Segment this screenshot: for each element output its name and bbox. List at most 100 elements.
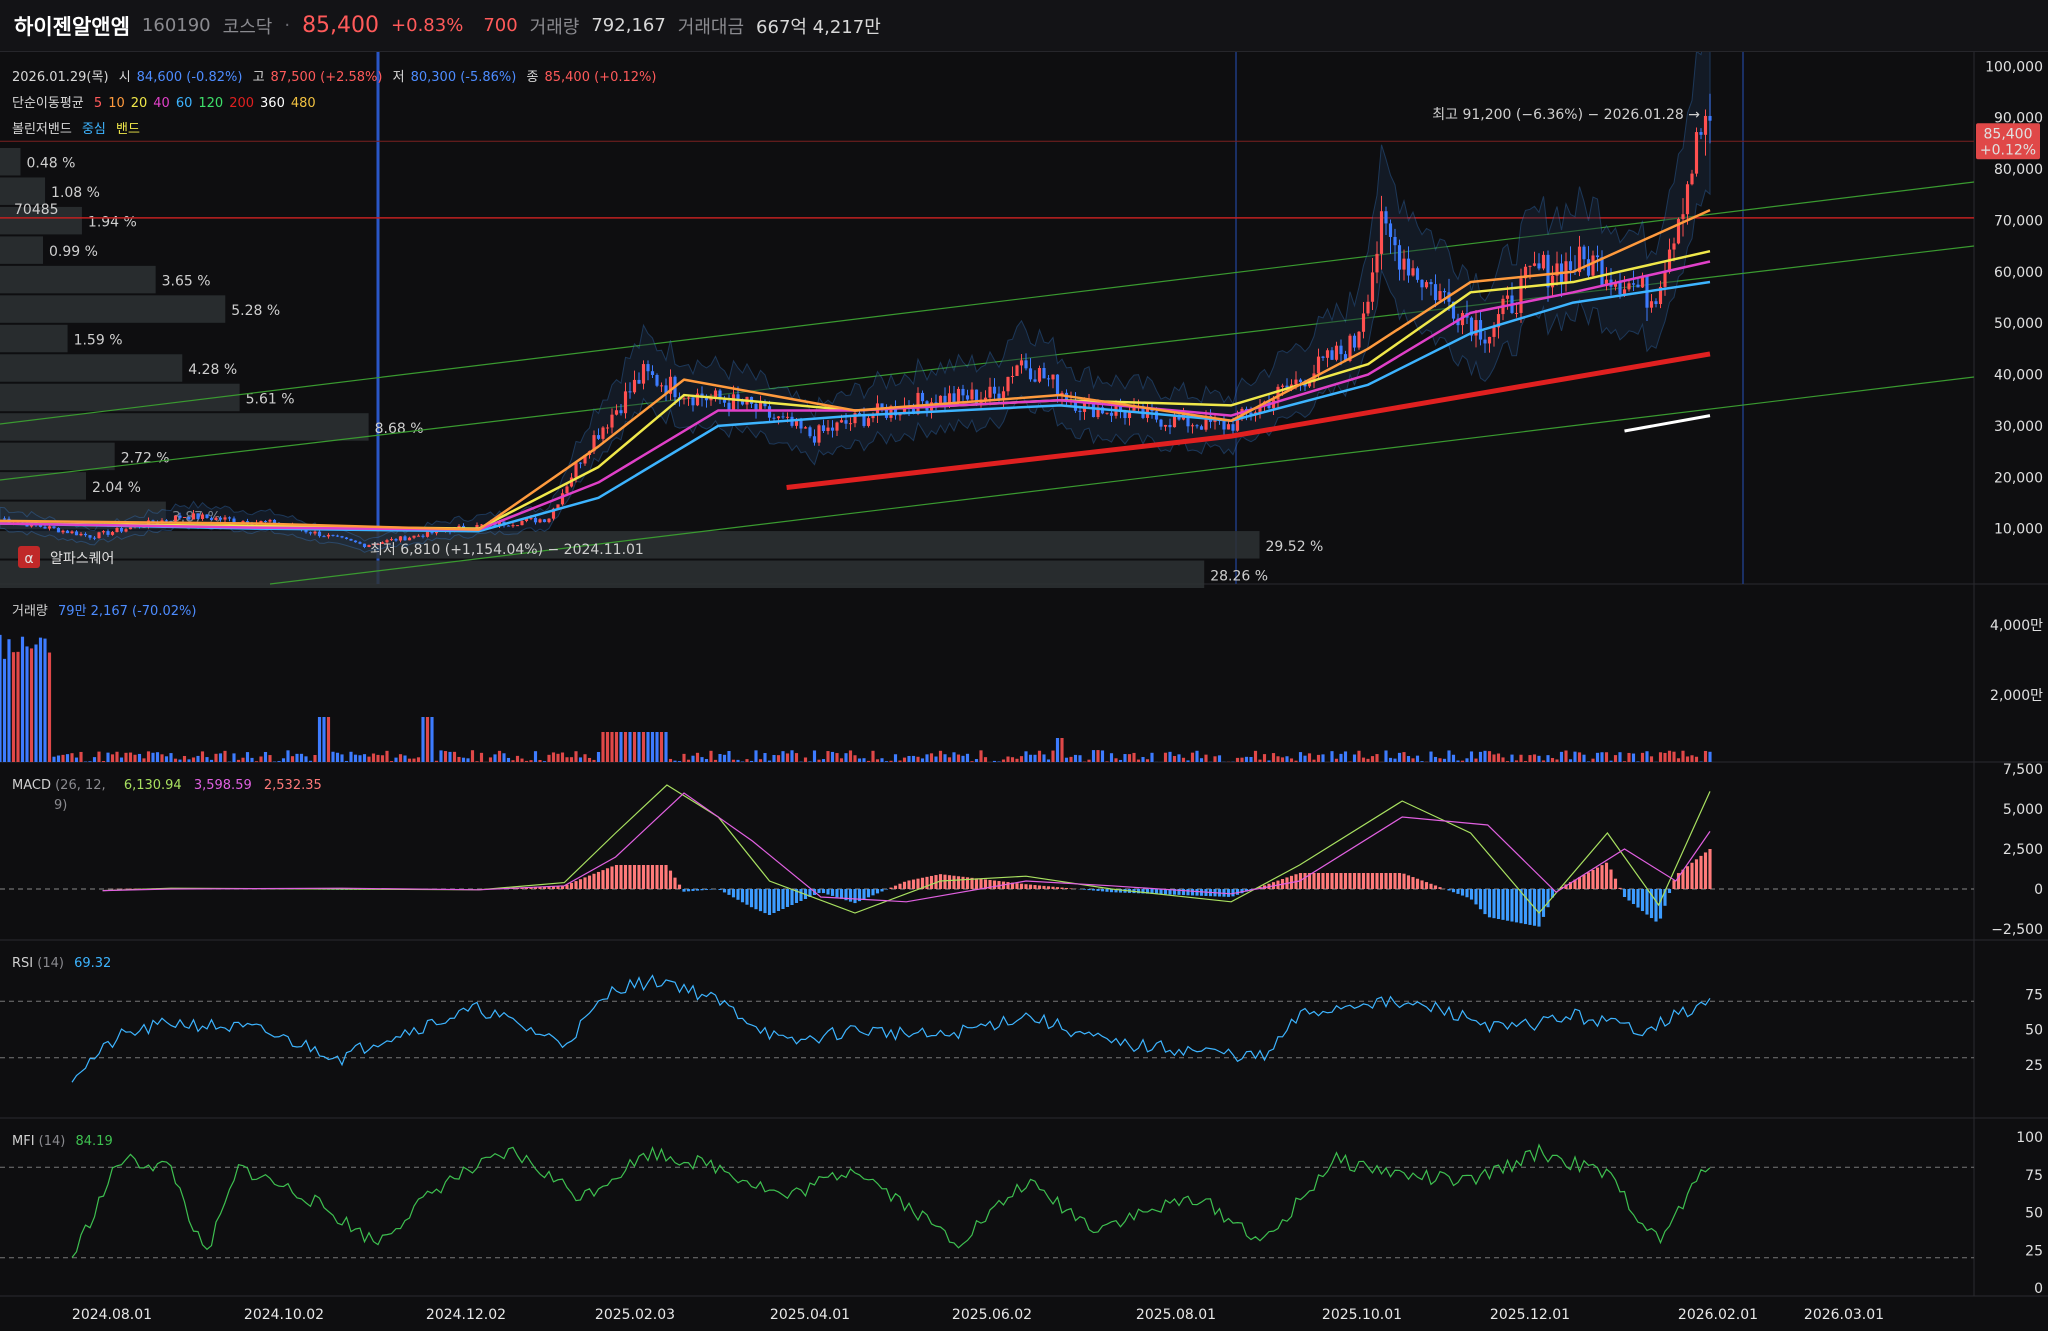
volume-bar <box>533 751 538 762</box>
volume-bar <box>1586 761 1591 762</box>
candle-body <box>902 405 907 414</box>
ma-legend[interactable]: 단순이동평균 5 10 20 40 60 120 200 360 480 <box>12 92 322 111</box>
candle-body <box>1370 272 1375 302</box>
volume-bar <box>146 751 151 762</box>
macd-histogram-bar <box>1150 889 1154 894</box>
mfi-tick-label: 100 <box>2016 1130 2043 1146</box>
volume-bar <box>1681 750 1685 762</box>
volume-bar <box>205 757 209 762</box>
volume-bar <box>875 759 880 762</box>
candle-body <box>596 435 601 439</box>
volume-bar <box>101 760 106 762</box>
volume-bar <box>250 757 254 762</box>
macd-histogram-bar <box>1307 873 1312 889</box>
candle-body <box>574 462 578 478</box>
candle-body <box>1415 268 1420 280</box>
macd-histogram-bar <box>794 889 799 903</box>
volume-bar <box>623 732 628 762</box>
volume-bar <box>1258 759 1262 762</box>
ma-line-60 <box>0 280 1711 533</box>
volume-bar <box>1253 750 1258 762</box>
macd-histogram-bar <box>538 886 542 889</box>
candle-body <box>1033 379 1037 382</box>
candle-body <box>844 420 848 424</box>
volume-bar <box>722 754 727 762</box>
volume-bar <box>1195 750 1199 762</box>
volume-bar <box>1339 753 1343 762</box>
macd-histogram-bar <box>560 885 565 889</box>
macd-histogram-bar <box>574 881 578 889</box>
volume-bar <box>1015 758 1019 762</box>
volume-bar <box>1649 756 1654 762</box>
macd-histogram-bar <box>1321 873 1325 889</box>
macd-histogram-bar <box>1451 889 1456 893</box>
volume-bar <box>974 759 979 762</box>
ma-legend-period[interactable]: 60 <box>175 96 193 111</box>
macd-histogram-bar <box>871 889 875 896</box>
volume-bar <box>218 753 223 762</box>
high-value: 87,500 (+2.58%) <box>270 70 383 85</box>
candle-body <box>623 391 628 414</box>
macd-histogram-bar <box>1663 889 1667 906</box>
volume-bar <box>979 750 983 762</box>
macd-histogram-bar <box>785 889 790 907</box>
candle-body <box>1168 424 1172 428</box>
volume-profile-label: 1.59 % <box>74 333 123 349</box>
candle-body <box>1708 115 1712 121</box>
volume-bar <box>1190 752 1195 762</box>
candle-body <box>349 538 353 541</box>
ma-legend-period[interactable]: 200 <box>229 96 255 111</box>
candle-body <box>835 422 839 431</box>
ma-legend-period[interactable]: 10 <box>108 96 125 111</box>
volume-bar <box>551 752 556 762</box>
macd-histogram-bar <box>623 865 628 889</box>
volume-bar <box>704 759 709 762</box>
volume-bar <box>1051 750 1055 762</box>
macd-histogram-bar <box>776 889 781 911</box>
macd-histogram-bar <box>1609 869 1613 889</box>
candle-body <box>830 427 835 431</box>
volume-bar <box>1285 756 1289 762</box>
candle-body <box>1451 301 1456 319</box>
amount-value: 667억 4,217만 <box>756 16 881 38</box>
ma-legend-period[interactable]: 40 <box>153 96 170 111</box>
volume-profile-label: 29.52 % <box>1266 539 1324 555</box>
volume-bar <box>295 753 299 762</box>
macd-histogram-bar <box>767 889 772 915</box>
macd-histogram-bar <box>1483 889 1487 915</box>
volume-bar <box>790 750 794 762</box>
volume-bar <box>808 761 812 762</box>
stock-name[interactable]: 하이젠알앤엠 <box>14 14 130 39</box>
volume-bar <box>425 717 430 762</box>
candle-body <box>1154 411 1159 420</box>
macd-histogram-bar <box>1370 873 1375 889</box>
ma-legend-period[interactable]: 20 <box>130 96 148 111</box>
macd-histogram-bar <box>808 889 812 897</box>
ma-legend-period[interactable]: 120 <box>198 96 224 111</box>
macd-histogram-bar <box>848 889 853 902</box>
candle-body <box>308 532 313 534</box>
candle-body <box>268 519 272 522</box>
volume-bar <box>1415 755 1420 762</box>
candle-body <box>1073 399 1078 411</box>
volume-bar <box>1456 760 1460 762</box>
candle-body <box>1532 263 1537 266</box>
chart-canvas[interactable]: 100,000 90,000 80,000 70,000 60,000 50,000 40,… <box>0 52 2048 1331</box>
macd-histogram-bar <box>1325 873 1330 889</box>
volume-bar <box>488 757 493 762</box>
ma-legend-period[interactable]: 480 <box>290 96 316 111</box>
volume-bar <box>830 751 835 762</box>
macd-histogram-bar <box>830 889 835 896</box>
volume-bar <box>173 758 178 762</box>
macd-histogram-bar <box>655 865 659 889</box>
candle-body <box>1352 335 1357 348</box>
macd-histogram-bar <box>1069 888 1073 889</box>
ma-legend-period[interactable]: 360 <box>260 96 285 111</box>
macd-tick-label: 7,500 <box>2003 762 2043 778</box>
ma-legend-period[interactable]: 5 <box>93 96 103 111</box>
volume-bar <box>214 753 218 762</box>
bb-legend[interactable]: 볼린저밴드 중심 밴드 <box>12 118 146 137</box>
volume-bar <box>1303 755 1307 762</box>
candle-body <box>1496 314 1501 328</box>
macd-value-2: 3,598.59 <box>193 778 252 793</box>
